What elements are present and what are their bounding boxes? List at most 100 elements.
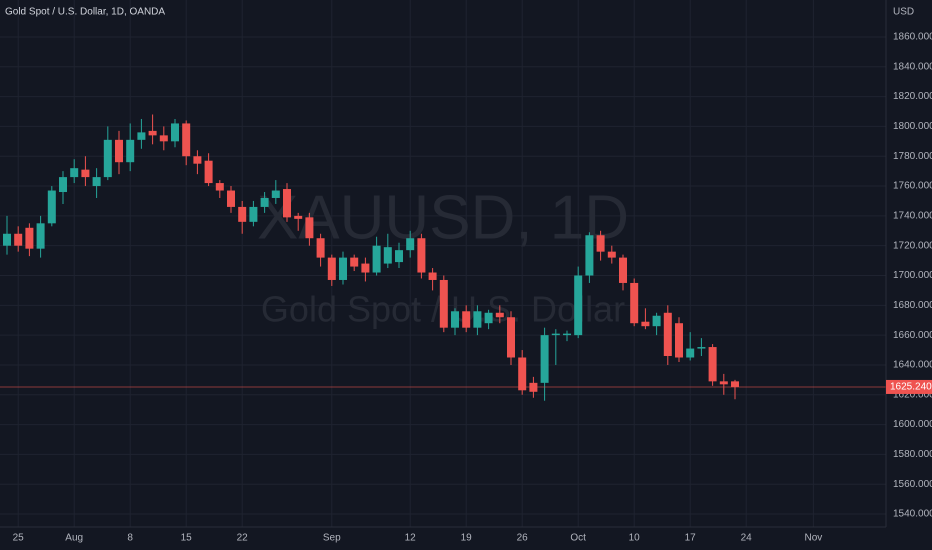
candle-body — [350, 257, 359, 267]
candle-body — [238, 206, 247, 222]
candle-body — [3, 233, 11, 246]
x-tick-label: 10 — [629, 533, 641, 544]
candle-body — [473, 311, 482, 328]
candle-body — [137, 132, 146, 140]
x-tick-label: 8 — [127, 533, 133, 544]
candle-body — [115, 139, 123, 163]
y-tick-label: 1800.000 — [893, 121, 932, 132]
candle-body — [719, 381, 728, 385]
y-tick-label: 1860.000 — [893, 32, 932, 43]
candle-body — [327, 257, 336, 280]
y-tick-label: 1760.000 — [893, 181, 932, 192]
candle-body — [260, 197, 269, 207]
candle-body — [159, 135, 168, 142]
candle-body — [619, 257, 627, 283]
candle-body — [518, 357, 527, 391]
candle-body — [193, 156, 202, 164]
candle-body — [652, 315, 661, 327]
candle-body — [406, 238, 415, 251]
y-tick-label: 1660.000 — [893, 330, 932, 341]
candle-body — [227, 190, 235, 207]
y-tick-label: 1740.000 — [893, 211, 932, 222]
candle-body — [47, 190, 56, 224]
candle-body — [81, 169, 90, 178]
chart-title: Gold Spot / U.S. Dollar, 1D, OANDA — [5, 7, 165, 18]
last-price-label: 1625.240 — [890, 382, 932, 393]
y-tick-label: 1560.000 — [893, 479, 932, 490]
candle-body — [708, 347, 717, 382]
y-tick-label: 1580.000 — [893, 449, 932, 460]
candle-body — [596, 235, 605, 252]
candle-body — [25, 227, 34, 249]
axis-unit: USD — [893, 7, 914, 18]
y-tick-label: 1600.000 — [893, 419, 932, 430]
candle-body — [540, 335, 549, 383]
candle-body — [495, 312, 504, 318]
candle-body — [395, 250, 403, 263]
candle-body — [607, 251, 616, 258]
grid — [0, 0, 886, 527]
y-tick-label: 1720.000 — [893, 240, 932, 251]
candle-body — [585, 235, 594, 276]
x-tick-label: Oct — [570, 533, 586, 544]
y-tick-label: 1780.000 — [893, 151, 932, 162]
y-tick-label: 1820.000 — [893, 91, 932, 102]
candle-body — [462, 311, 471, 328]
candle-body — [92, 177, 101, 187]
candle-body — [361, 263, 370, 273]
candle-body — [428, 272, 437, 280]
y-tick-label: 1540.000 — [893, 509, 932, 520]
candle-body — [339, 257, 347, 280]
candle-body — [563, 333, 571, 336]
candle-body — [70, 168, 79, 178]
candle-body — [451, 311, 459, 328]
y-tick-label: 1700.000 — [893, 270, 932, 281]
candle-body — [36, 223, 45, 249]
candle-body — [182, 123, 191, 157]
x-tick-label: 17 — [685, 533, 697, 544]
candle-body — [507, 317, 515, 358]
x-tick-label: 19 — [461, 533, 473, 544]
last-price-badge — [886, 379, 932, 394]
candle-body — [14, 233, 23, 246]
y-tick-label: 1620.000 — [893, 389, 932, 400]
candle-body — [148, 130, 157, 136]
candle-body — [686, 348, 695, 358]
candle-body — [283, 189, 291, 218]
candle-body — [551, 333, 560, 336]
x-tick-label: Sep — [323, 533, 341, 544]
candle-body — [731, 381, 739, 387]
candle-body — [574, 275, 583, 336]
x-tick-label: Nov — [805, 533, 823, 544]
axes: 1540.000 1560.000 1580.000 1600.000 1620.000… — [13, 32, 932, 544]
candle-body — [126, 139, 135, 163]
candles — [0, 114, 886, 401]
x-tick-label: 26 — [517, 533, 529, 544]
y-tick-label: 1840.000 — [893, 61, 932, 72]
candle-body — [439, 279, 448, 328]
candle-body — [641, 321, 650, 327]
candle-body — [675, 323, 683, 358]
candle-body — [103, 139, 112, 178]
candle-body — [372, 245, 381, 273]
candle-body — [271, 190, 280, 198]
x-tick-label: 24 — [741, 533, 753, 544]
candle-body — [171, 123, 179, 142]
candle-body — [249, 206, 258, 222]
candle-body — [59, 177, 67, 193]
candle-body — [215, 183, 224, 191]
y-tick-label: 1680.000 — [893, 300, 932, 311]
candle-body — [484, 312, 493, 324]
candle-body — [294, 215, 303, 219]
x-tick-label: 15 — [181, 533, 193, 544]
x-tick-label: 22 — [237, 533, 249, 544]
y-tick-label: 1640.000 — [893, 360, 932, 371]
candle-body — [305, 217, 314, 239]
x-tick-label: 12 — [405, 533, 417, 544]
candle-body — [417, 238, 426, 273]
candle-body — [204, 160, 213, 184]
candle-body — [316, 238, 325, 258]
candle-body — [630, 282, 639, 324]
